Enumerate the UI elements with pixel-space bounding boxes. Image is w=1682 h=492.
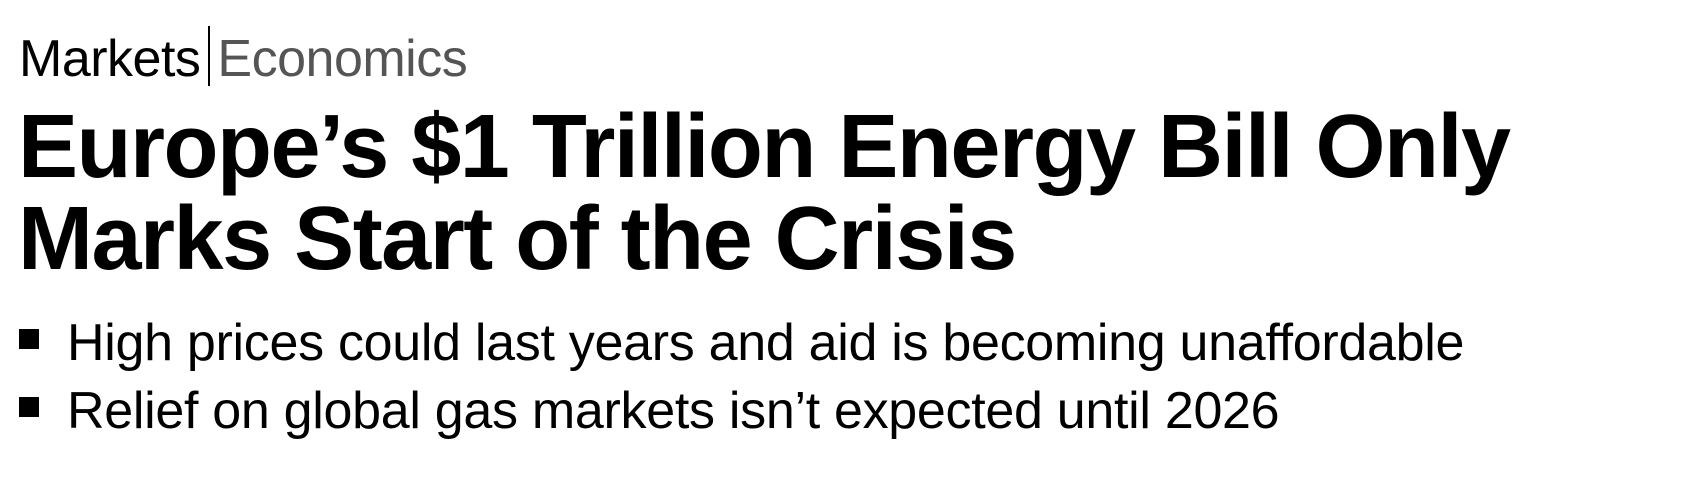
bullet-text: High prices could last years and aid is … [67,314,1465,372]
bullet: High prices could last years and aid is … [0,309,1464,377]
bullet: Relief on global gas markets isn’t expec… [0,377,1464,445]
bullet-square [19,397,39,417]
headline: Europe’s $1 Trillion Energy Bill Only Ma… [18,97,1511,289]
kicker-primary[interactable]: Markets [19,30,201,88]
kicker-separator [208,26,211,86]
bullet-list: High prices could last years and aid is … [0,309,1464,445]
bullet-square [19,329,39,349]
kicker-secondary[interactable]: Economics [217,30,468,88]
bullet-text: Relief on global gas markets isn’t expec… [67,382,1280,440]
kicker: Markets Economics [19,26,468,88]
